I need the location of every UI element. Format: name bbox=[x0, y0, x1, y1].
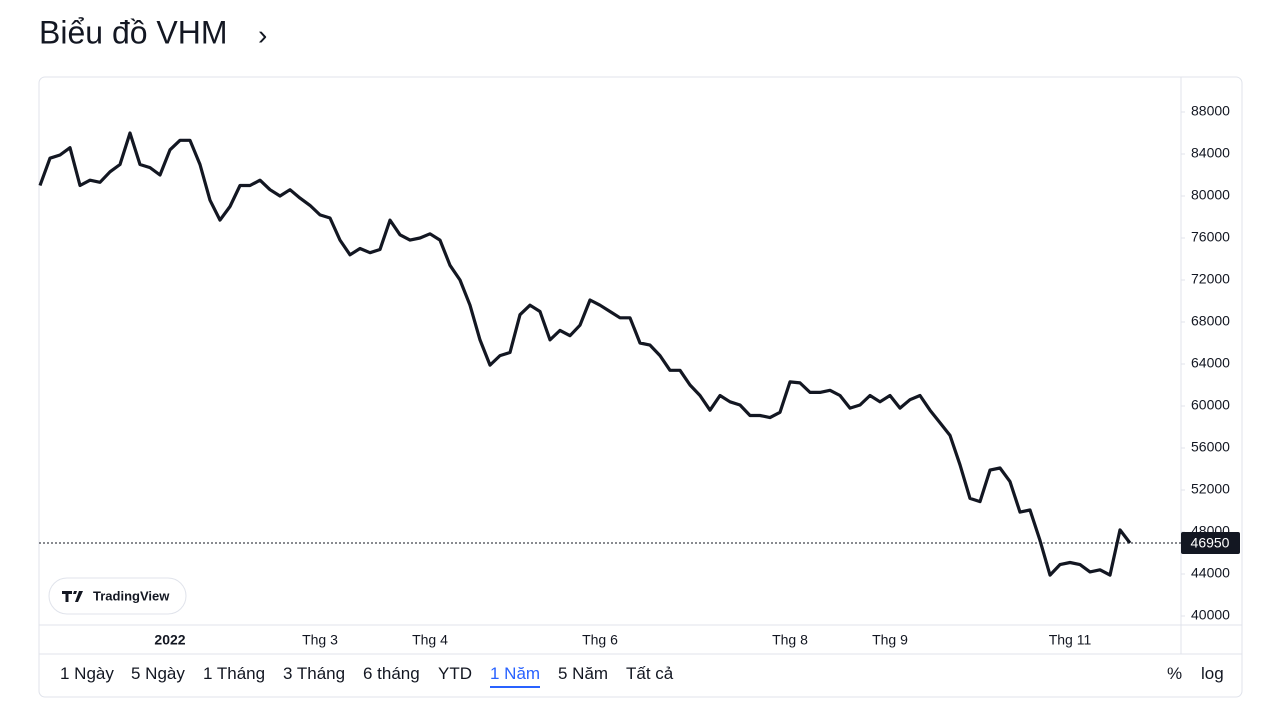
y-tick-label: 72000 bbox=[1191, 271, 1230, 287]
y-tick-label: 88000 bbox=[1191, 103, 1230, 119]
range-button[interactable]: 3 Tháng bbox=[283, 664, 346, 683]
x-tick-label: Thg 9 bbox=[872, 632, 908, 648]
title-chevron[interactable]: › bbox=[258, 19, 267, 50]
last-price-tag bbox=[1181, 532, 1240, 555]
y-tick-label: 52000 bbox=[1191, 481, 1230, 497]
title: Biểu đồ VHM bbox=[39, 14, 228, 50]
x-tick-label: Thg 11 bbox=[1049, 632, 1092, 648]
logo-text: TradingView bbox=[93, 588, 170, 603]
range-button[interactable]: YTD bbox=[438, 664, 472, 683]
x-tick-label: Thg 8 bbox=[772, 632, 808, 648]
x-tick-label: Thg 4 bbox=[412, 632, 448, 648]
y-tick-label: 64000 bbox=[1191, 355, 1230, 371]
logo[interactable]: TradingView bbox=[48, 577, 187, 615]
x-tick-label: Thg 3 bbox=[302, 632, 338, 648]
range-button[interactable]: 5 Năm bbox=[558, 664, 609, 683]
y-tick-label: 84000 bbox=[1191, 145, 1230, 161]
y-tick-label: 44000 bbox=[1191, 565, 1230, 581]
last-price-label: 46950 bbox=[1191, 535, 1230, 551]
y-tick-label: 68000 bbox=[1191, 313, 1230, 329]
y-tick-label: 56000 bbox=[1191, 439, 1230, 455]
x-tick-label: 2022 bbox=[154, 632, 185, 648]
range-button[interactable]: 1 Ngày bbox=[60, 664, 114, 683]
range-button[interactable]: Tất cả bbox=[626, 664, 674, 683]
scale-button[interactable]: log bbox=[1201, 664, 1224, 683]
price-line bbox=[38, 131, 1132, 577]
y-tick-label: 40000 bbox=[1191, 607, 1230, 623]
y-tick-label: 76000 bbox=[1191, 229, 1230, 245]
chart-frame bbox=[38, 76, 1243, 698]
range-button[interactable]: 6 tháng bbox=[363, 664, 420, 683]
scale-button[interactable]: % bbox=[1167, 664, 1183, 683]
logo-icon bbox=[62, 591, 83, 602]
y-tick-label: 60000 bbox=[1191, 397, 1230, 413]
range-button[interactable]: 1 Năm bbox=[490, 664, 541, 688]
logo-pill bbox=[48, 577, 187, 615]
range-button[interactable]: 5 Ngày bbox=[131, 664, 185, 683]
range-button[interactable]: 1 Tháng bbox=[203, 664, 266, 683]
x-tick-label: Thg 6 bbox=[582, 632, 618, 648]
y-tick-label: 80000 bbox=[1191, 187, 1230, 203]
